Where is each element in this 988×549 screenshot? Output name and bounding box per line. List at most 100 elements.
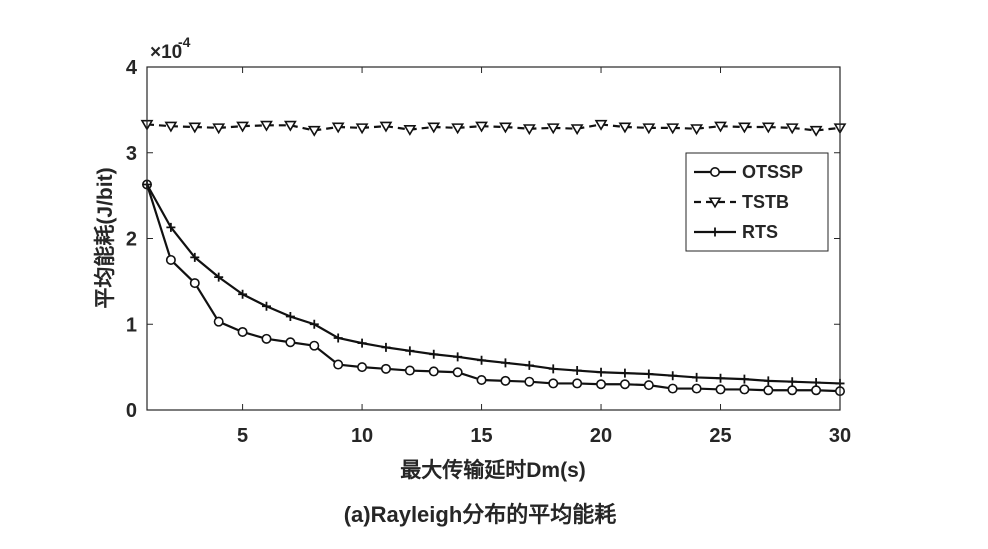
- legend-swatch-marker: [710, 227, 720, 237]
- series-line-tstb: [146, 123, 841, 132]
- y-tick-label: 4: [126, 57, 138, 79]
- data-point-rts: [787, 377, 797, 387]
- data-point-otssp: [715, 384, 726, 395]
- data-point-otssp: [643, 380, 654, 391]
- y-axis-label: 平均能耗(J/bit): [93, 167, 117, 308]
- data-point-otssp: [380, 363, 391, 374]
- legend-item-otssp: OTSSP: [694, 162, 803, 182]
- data-point-tstb: [618, 122, 632, 134]
- data-point-rts: [620, 368, 630, 378]
- legend-label: OTSSP: [742, 162, 803, 182]
- legend-items: OTSSP TSTB RTS: [694, 162, 803, 242]
- data-point-rts: [285, 312, 295, 322]
- data-point-tstb: [307, 125, 321, 137]
- data-point-tstb: [785, 123, 799, 135]
- data-point-tstb: [690, 124, 704, 136]
- data-point-rts: [644, 369, 654, 379]
- data-point-tstb: [499, 122, 512, 134]
- figure-caption: (a)Rayleigh分布的平均能耗: [344, 502, 617, 527]
- series-layer: [140, 119, 847, 397]
- data-point-tstb: [475, 121, 488, 133]
- data-point-rts: [405, 346, 415, 356]
- data-point-tstb: [212, 123, 226, 135]
- data-point-tstb: [379, 121, 393, 133]
- data-point-rts: [763, 376, 773, 386]
- data-point-tstb: [666, 123, 680, 135]
- data-point-tstb: [451, 123, 465, 135]
- data-point-tstb: [355, 123, 369, 135]
- data-point-rts: [381, 342, 391, 352]
- x-tick-label: 15: [470, 425, 492, 447]
- legend: OTSSP TSTB RTS: [685, 152, 829, 252]
- data-point-otssp: [333, 359, 344, 370]
- data-point-otssp: [667, 383, 678, 394]
- legend-label: RTS: [742, 222, 778, 242]
- data-point-rts: [739, 374, 749, 384]
- legend-swatch-marker: [709, 167, 720, 178]
- data-point-rts: [716, 373, 726, 383]
- data-point-tstb: [642, 123, 656, 135]
- data-point-rts: [524, 360, 534, 370]
- data-point-otssp: [787, 385, 798, 396]
- data-point-otssp: [285, 337, 296, 348]
- x-tick-label: 30: [829, 425, 851, 447]
- data-point-tstb: [738, 122, 751, 134]
- data-point-otssp: [691, 383, 702, 394]
- ticks-layer: 5 10 15 20 25 30 0 1 2 3 4: [126, 57, 851, 447]
- data-point-otssp: [596, 379, 607, 390]
- data-point-otssp: [261, 333, 272, 344]
- series-otssp: [142, 179, 845, 397]
- data-point-otssp: [189, 278, 200, 289]
- data-point-tstb: [236, 121, 249, 133]
- data-point-rts: [668, 371, 678, 381]
- data-point-otssp: [213, 316, 224, 327]
- legend-label: TSTB: [742, 192, 789, 212]
- data-point-rts: [333, 333, 343, 343]
- legend-item-tstb: TSTB: [694, 192, 789, 212]
- data-point-otssp: [452, 367, 463, 378]
- series-tstb: [140, 119, 847, 137]
- data-point-otssp: [404, 365, 415, 376]
- data-point-otssp: [476, 374, 487, 385]
- data-point-rts: [811, 378, 821, 388]
- data-point-tstb: [594, 119, 608, 131]
- data-point-otssp: [524, 376, 535, 387]
- data-point-rts: [357, 338, 367, 348]
- data-point-otssp: [165, 254, 176, 265]
- data-point-rts: [453, 352, 463, 362]
- data-point-rts: [309, 319, 319, 329]
- legend-item-rts: RTS: [694, 222, 778, 242]
- y-tick-label: 2: [126, 229, 137, 251]
- legend-swatch-marker: [708, 197, 722, 209]
- data-point-otssp: [548, 378, 559, 389]
- data-point-tstb: [546, 123, 560, 135]
- data-point-rts: [429, 349, 439, 359]
- data-point-tstb: [188, 122, 202, 134]
- data-point-tstb: [283, 120, 297, 132]
- data-point-otssp: [619, 379, 630, 390]
- data-point-rts: [190, 252, 200, 262]
- data-point-tstb: [164, 121, 178, 133]
- data-point-tstb: [761, 122, 775, 134]
- y-tick-label: 1: [126, 314, 137, 336]
- x-tick-label: 10: [351, 425, 373, 447]
- data-point-otssp: [309, 340, 320, 351]
- x-tick-label: 5: [237, 425, 248, 447]
- x-tick-label: 25: [709, 425, 731, 447]
- data-point-tstb: [427, 122, 441, 134]
- y-exponent-label: ×10 -4: [150, 34, 191, 63]
- data-point-tstb: [403, 125, 417, 136]
- data-point-otssp: [739, 384, 750, 395]
- data-point-rts: [214, 272, 224, 282]
- y-exponent-base: ×10: [150, 42, 182, 63]
- x-axis-label: 最大传输延时Dm(s): [400, 458, 586, 482]
- data-point-otssp: [500, 375, 511, 386]
- data-point-tstb: [570, 124, 584, 136]
- data-point-tstb: [260, 120, 273, 132]
- data-point-otssp: [428, 366, 439, 377]
- data-point-otssp: [357, 362, 368, 373]
- data-point-rts: [238, 289, 248, 299]
- data-point-rts: [548, 364, 558, 374]
- data-point-rts: [477, 355, 487, 365]
